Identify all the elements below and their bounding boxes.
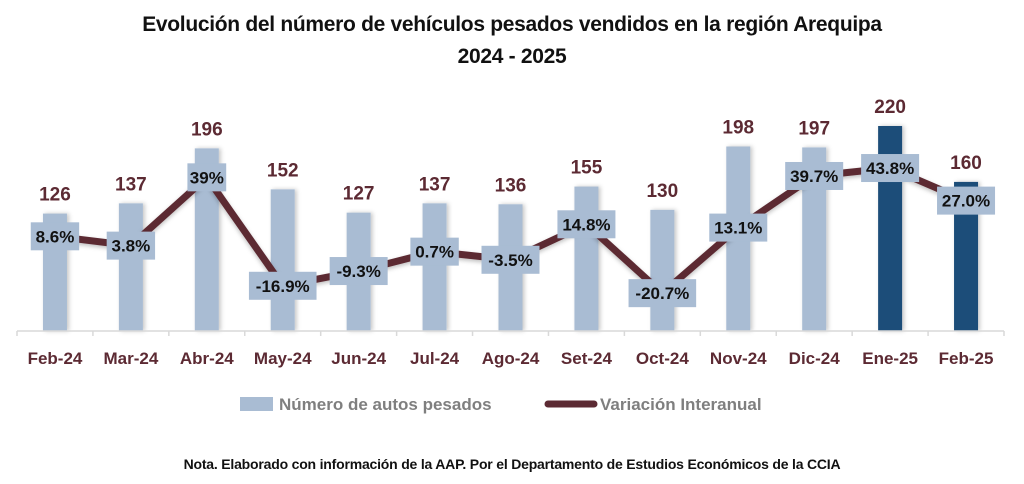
chart-subtitle: 2024 - 2025 <box>457 45 567 68</box>
line-label-box <box>248 271 317 300</box>
bar-value-label: 126 <box>39 185 71 206</box>
bar-value-label: 136 <box>495 175 527 196</box>
line-label-box <box>785 161 844 190</box>
bar-mar-24 <box>118 203 143 331</box>
line-label-box <box>861 154 920 183</box>
x-tick-label: May-24 <box>254 349 312 368</box>
line-label-box <box>106 231 156 260</box>
line-value-label: 39.7% <box>790 167 838 186</box>
bar-value-label: 130 <box>646 181 678 202</box>
chart-title: Evolución del número de vehículos pesado… <box>142 13 882 36</box>
x-tick-label: Dic-24 <box>789 349 841 368</box>
line-value-label: -20.7% <box>635 284 689 303</box>
bar-value-label: 155 <box>571 158 603 179</box>
line-value-label: 8.6% <box>36 227 75 246</box>
line-label-box <box>937 186 996 215</box>
x-tick-label: Ago-24 <box>482 349 540 368</box>
line-value-label: -3.5% <box>488 251 532 270</box>
bar-value-label: 152 <box>267 160 299 181</box>
line-label-box <box>557 210 616 239</box>
x-tick-label: Jun-24 <box>331 349 386 368</box>
line-label-box <box>329 257 388 286</box>
bar-oct-24 <box>650 209 675 331</box>
legend-label-bars: Número de autos pesados <box>279 395 492 414</box>
bar-may-24 <box>270 189 295 331</box>
line-value-label: 43.8% <box>866 159 914 178</box>
bar-set-24 <box>574 186 599 331</box>
x-tick-label: Set-24 <box>561 349 613 368</box>
line-value-label: 39% <box>190 168 224 187</box>
line-value-label: -16.9% <box>256 277 310 296</box>
bar-series <box>42 126 979 331</box>
x-tick-label: Feb-24 <box>28 349 83 368</box>
line-label-box <box>410 237 459 266</box>
legend-swatch-bars <box>240 397 273 411</box>
line-label-box <box>481 245 540 274</box>
bar-value-label: 137 <box>115 174 147 195</box>
source-note: Nota. Elaborado con información de la AA… <box>183 456 841 472</box>
data-labels: 126 137 196 152 127 137 136 155 130 198 197 220 160 8… <box>30 97 996 308</box>
x-tick-label: Nov-24 <box>710 349 767 368</box>
line-value-label: 14.8% <box>562 215 610 234</box>
line-value-label: 27.0% <box>942 192 990 211</box>
bar-value-label: 198 <box>722 118 754 139</box>
bar-value-label: 196 <box>191 119 223 140</box>
bar-jul-24 <box>422 203 447 331</box>
bar-value-label: 160 <box>950 153 982 174</box>
bar-value-label: 127 <box>343 184 375 205</box>
legend-label-line: Variación Interanual <box>600 395 762 414</box>
line-value-label: 0.7% <box>415 243 454 262</box>
bar-value-label: 220 <box>874 97 906 118</box>
line-label-box <box>709 213 768 242</box>
x-tick-label: Mar-24 <box>103 349 158 368</box>
x-tick-label: Ene-25 <box>862 349 918 368</box>
line-label-box <box>30 222 80 251</box>
x-tick-label: Oct-24 <box>636 349 689 368</box>
x-tick-label: Abr-24 <box>180 349 234 368</box>
line-value-label: -9.3% <box>336 262 380 281</box>
x-tick-label: Jul-24 <box>410 349 460 368</box>
legend: Número de autos pesados Variación Interan… <box>240 395 762 414</box>
line-value-label: 13.1% <box>714 219 762 238</box>
bar-value-label: 197 <box>798 118 830 139</box>
bar-value-label: 137 <box>419 174 451 195</box>
line-label-box <box>187 163 227 192</box>
x-tick-label: Feb-25 <box>939 349 994 368</box>
line-value-label: 3.8% <box>112 237 151 256</box>
line-label-box <box>628 279 697 308</box>
x-axis: Feb-24 Mar-24 Abr-24 May-24 Jun-24 Jul-24 Ago-… <box>16 330 1005 368</box>
